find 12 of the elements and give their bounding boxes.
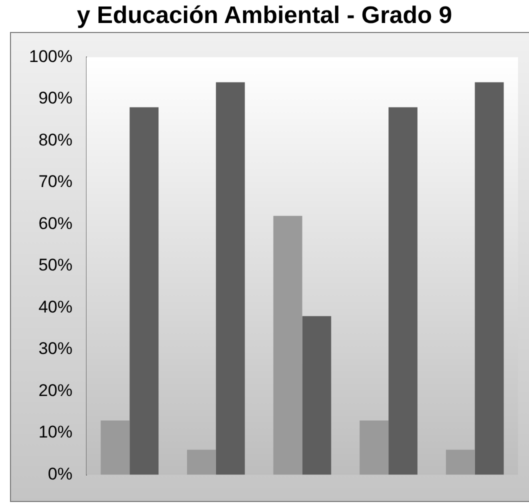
y-tick-label: 90%: [38, 88, 72, 108]
chart-title: y Educación Ambiental - Grado 9: [76, 1, 454, 31]
y-tick-label: 0%: [48, 464, 72, 484]
y-tick-label: 60%: [38, 214, 72, 233]
y-tick-label: 20%: [38, 380, 72, 400]
y-tick-label: 10%: [38, 422, 72, 442]
y-tick-label: 30%: [38, 339, 72, 358]
y-tick-label: 70%: [38, 172, 72, 192]
y-tick-label: 40%: [38, 297, 72, 316]
y-tick-label: 80%: [38, 130, 72, 150]
y-tick-label: 50%: [38, 256, 72, 275]
y-tick-label: 100%: [28, 46, 72, 66]
